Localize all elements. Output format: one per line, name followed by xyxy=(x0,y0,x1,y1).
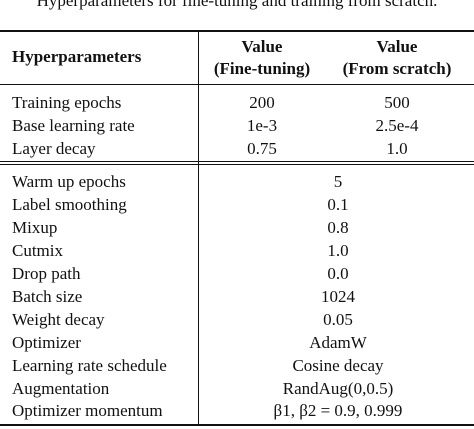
row-value-shared: 1024 xyxy=(321,287,355,306)
header-value-finetuning-line2: (Fine-tuning) xyxy=(213,59,311,78)
row-value-shared: 0.05 xyxy=(323,310,353,329)
row-name: Augmentation xyxy=(12,379,110,398)
row-value-finetuning: 200 xyxy=(249,93,275,112)
row-value-shared: 0.0 xyxy=(327,264,349,283)
row-value-scratch: 2.5e-4 xyxy=(375,116,419,135)
row-value-shared: 0.1 xyxy=(327,195,349,214)
row-value-shared: Cosine decay xyxy=(292,356,384,375)
header-hyperparameters: Hyperparameters xyxy=(12,47,142,66)
group-rule-top xyxy=(0,161,474,162)
table-caption: Hyperparameters for fine-tuning and trai… xyxy=(36,0,438,10)
top-rule xyxy=(0,30,474,32)
header-value-scratch-line1: Value xyxy=(376,37,418,56)
row-value-shared: 5 xyxy=(333,172,343,191)
row-value-shared: 0.8 xyxy=(327,218,349,237)
row-name: Cutmix xyxy=(12,241,64,260)
row-value-finetuning: 1e-3 xyxy=(246,116,278,135)
row-name: Batch size xyxy=(12,287,83,306)
row-value-scratch: 500 xyxy=(384,93,410,112)
group-rule-bottom xyxy=(0,164,474,165)
row-value-shared: 1.0 xyxy=(327,241,349,260)
row-name: Drop path xyxy=(12,264,81,283)
row-name: Warm up epochs xyxy=(12,172,126,191)
row-name: Learning rate schedule xyxy=(12,356,167,375)
header-rule xyxy=(0,84,474,85)
row-name: Label smoothing xyxy=(12,195,127,214)
row-name: Mixup xyxy=(12,218,58,237)
header-value-scratch-line2: (From scratch) xyxy=(342,59,452,78)
row-value-scratch: 1.0 xyxy=(386,139,408,158)
bottom-rule xyxy=(0,424,474,426)
row-value-shared: β1, β2 = 0.9, 0.999 xyxy=(273,401,403,420)
row-name: Base learning rate xyxy=(12,116,135,135)
row-name: Optimizer xyxy=(12,333,81,352)
row-name: Training epochs xyxy=(12,93,122,112)
header-value-finetuning-line1: Value xyxy=(241,37,283,56)
row-name: Weight decay xyxy=(12,310,105,329)
row-value-shared: AdamW xyxy=(309,333,367,352)
column-separator xyxy=(198,32,199,424)
row-value-finetuning: 0.75 xyxy=(247,139,277,158)
row-value-shared: RandAug(0,0.5) xyxy=(282,379,394,398)
row-name: Optimizer momentum xyxy=(12,401,163,420)
row-name: Layer decay xyxy=(12,139,96,158)
